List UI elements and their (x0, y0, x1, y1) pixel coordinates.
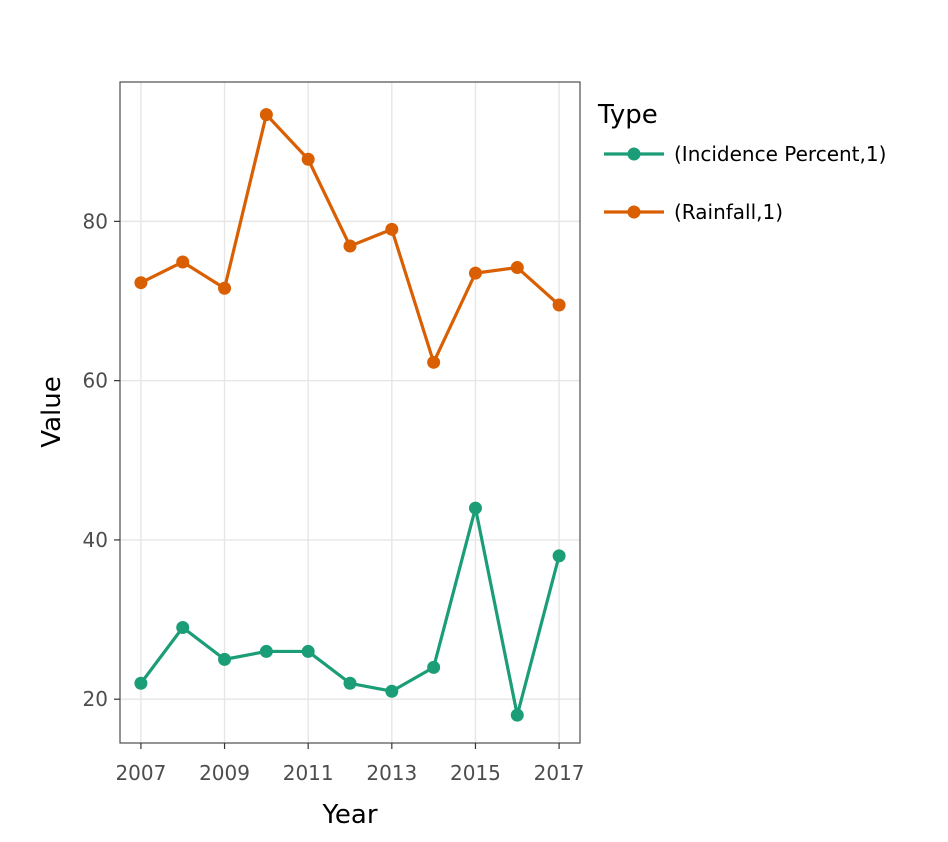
y-tick-label: 80 (83, 209, 108, 233)
data-point (468, 501, 482, 515)
data-point (468, 266, 482, 280)
series-group (134, 501, 566, 722)
x-axis-title: Year (321, 800, 377, 830)
grid-lines (120, 82, 580, 743)
data-point (134, 676, 148, 690)
legend-item: (Incidence Percent,1) (604, 142, 886, 166)
x-tick-label: 2017 (534, 761, 585, 785)
legend-item: (Rainfall,1) (604, 200, 783, 224)
legend: Type (Incidence Percent,1) (Rainfall,1) (597, 100, 886, 224)
data-point (510, 708, 524, 722)
data-point (134, 276, 148, 290)
data-point (218, 652, 232, 666)
series-layer (134, 108, 566, 722)
data-point (552, 298, 566, 312)
data-point (176, 255, 190, 269)
x-tick-label: 2015 (450, 761, 501, 785)
y-tick-label: 40 (83, 528, 108, 552)
data-point (176, 621, 190, 635)
data-point (301, 152, 315, 166)
y-axis-title: Value (37, 376, 67, 447)
axes: 2007 2009 2011 2013 2015 2017 20 40 60 80 (83, 209, 585, 785)
data-point (427, 660, 441, 674)
legend-point-swatch (627, 205, 641, 219)
data-point (343, 676, 357, 690)
data-point (343, 239, 357, 253)
legend-title: Type (597, 100, 658, 130)
plot-panel-border (119, 81, 581, 744)
x-tick-label: 2007 (115, 761, 166, 785)
y-tick-label: 20 (83, 687, 108, 711)
x-tick-label: 2011 (283, 761, 334, 785)
y-tick-label: 60 (83, 369, 108, 393)
data-point (552, 549, 566, 563)
data-point (427, 355, 441, 369)
data-point (510, 261, 524, 275)
data-point (259, 108, 273, 122)
data-point (259, 644, 273, 658)
x-tick-label: 2013 (366, 761, 417, 785)
data-point (301, 644, 315, 658)
data-point (385, 684, 399, 698)
legend-items: (Incidence Percent,1) (Rainfall,1) (604, 142, 886, 224)
data-point (218, 281, 232, 295)
legend-label: (Incidence Percent,1) (674, 142, 886, 166)
data-point (385, 222, 399, 236)
series-line (140, 113, 561, 364)
x-tick-label: 2009 (199, 761, 250, 785)
series-group (134, 108, 566, 369)
legend-point-swatch (627, 147, 641, 161)
legend-label: (Rainfall,1) (674, 200, 783, 224)
